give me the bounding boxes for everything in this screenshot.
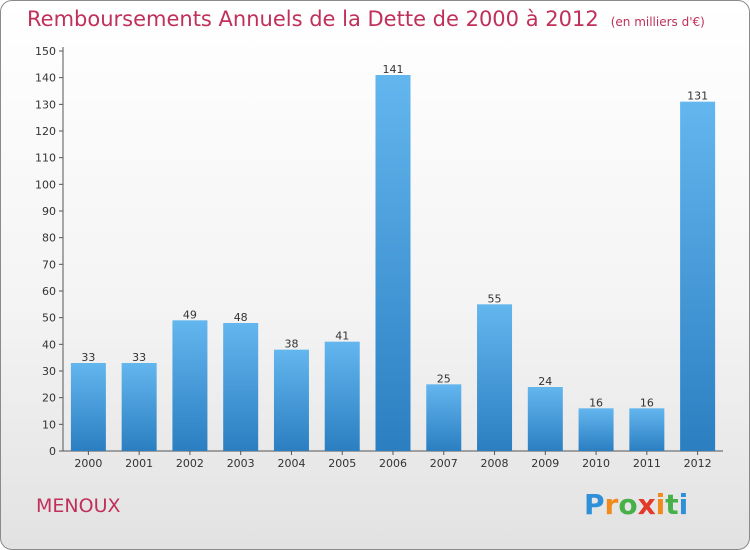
logo-letter: o [618,488,638,521]
y-tick-label: 40 [42,338,56,351]
bar [121,363,157,451]
x-tick-label: 2008 [481,457,509,470]
chart-title-main: Remboursements Annuels de la Dette de 20… [27,7,599,31]
x-tick-label: 2010 [582,457,610,470]
bar [70,363,106,451]
y-tick-label: 30 [42,365,56,378]
bar [629,408,665,451]
y-tick-label: 120 [35,125,56,138]
chart-title: Remboursements Annuels de la Dette de 20… [27,7,705,31]
x-tick-label: 2003 [227,457,255,470]
chart-axes: 0 10 20 30 40 50 60 70 80 90 100 110 120 130 140 150 [35,45,723,458]
bar [477,304,513,451]
bar [375,75,411,451]
x-tick-label: 2007 [430,457,458,470]
chart-labels: 2000 33 2001 33 2002 49 2003 48 2004 38 2005 41 2006… [74,63,711,470]
data-label: 55 [488,292,502,305]
y-tick-label: 0 [49,445,56,458]
y-tick-label: 60 [42,285,56,298]
logo-letter: t [665,488,679,521]
bar [223,323,259,451]
x-tick-label: 2009 [531,457,559,470]
y-tick-label: 100 [35,178,56,191]
y-tick-label: 140 [35,72,56,85]
x-tick-label: 2004 [277,457,305,470]
y-tick-label: 50 [42,312,56,325]
commune-name: MENOUX [36,495,121,517]
bar [273,349,309,451]
x-tick-label: 2011 [633,457,661,470]
x-tick-label: 2006 [379,457,407,470]
proxiti-logo: Proxiti [584,488,688,521]
x-tick-label: 2012 [684,457,712,470]
y-tick-label: 110 [35,152,56,165]
data-label: 48 [234,311,248,324]
logo-letter: r [604,488,619,521]
x-tick-label: 2005 [328,457,356,470]
data-label: 38 [284,338,298,351]
data-label: 25 [437,372,451,385]
data-label: 33 [81,351,95,364]
data-label: 24 [538,375,552,388]
data-label: 16 [640,396,654,409]
y-tick-label: 10 [42,418,56,431]
chart-bars [70,75,716,452]
chart-title-unit: (en milliers d'€) [610,15,705,29]
bar [680,101,716,452]
data-label: 49 [183,308,197,321]
y-tick-label: 20 [42,392,56,405]
logo-letter: x [637,488,656,521]
y-tick-label: 80 [42,232,56,245]
y-tick-label: 70 [42,258,56,271]
y-tick-label: 130 [35,98,56,111]
data-label: 41 [335,330,349,343]
y-tick-label: 150 [35,45,56,58]
x-tick-label: 2000 [74,457,102,470]
bar [527,387,563,451]
logo-letter: i [655,488,666,521]
bar [172,320,208,451]
data-label: 141 [383,63,404,76]
x-tick-label: 2002 [176,457,204,470]
data-label: 131 [687,90,708,103]
data-label: 33 [132,351,146,364]
bar [324,341,360,451]
bar [426,384,462,451]
bar [578,408,614,451]
logo-letter: i [678,488,689,521]
data-label: 16 [589,396,603,409]
x-tick-label: 2001 [125,457,153,470]
logo-letter: P [584,488,605,521]
y-tick-label: 90 [42,205,56,218]
